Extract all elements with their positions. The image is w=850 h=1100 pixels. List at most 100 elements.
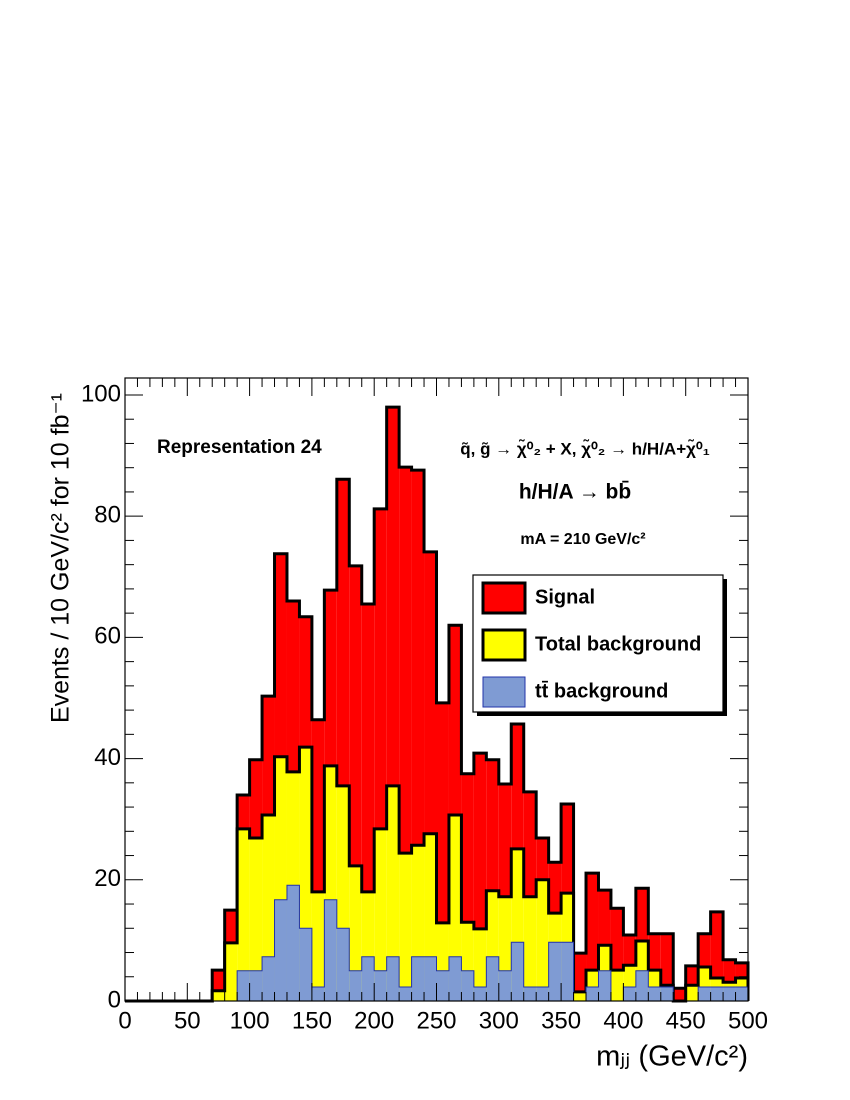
histogram-bar xyxy=(411,956,425,1001)
histogram-bar xyxy=(224,942,238,1001)
y-tick-label: 40 xyxy=(94,744,121,771)
histogram-bar xyxy=(473,987,487,1001)
histogram-bar xyxy=(262,956,275,1001)
histogram-bar xyxy=(374,970,387,1001)
histogram-bar xyxy=(735,962,748,978)
histogram-bar xyxy=(349,565,362,866)
histogram-bar xyxy=(536,879,549,1001)
histogram-bar xyxy=(498,784,512,897)
histogram-bar xyxy=(573,991,587,1001)
x-axis-label: mⱼⱼ (GeV/c²) xyxy=(596,1041,748,1073)
histogram-bar xyxy=(598,970,611,1001)
histogram-bar xyxy=(311,719,325,892)
histogram-bar xyxy=(635,970,649,1001)
histogram-bar xyxy=(336,928,350,1001)
histogram-bar xyxy=(361,604,375,892)
legend-swatch xyxy=(481,628,527,662)
histogram-bar xyxy=(448,625,462,815)
x-tick-label: 50 xyxy=(174,1007,201,1034)
histogram-bar xyxy=(212,970,225,991)
histogram-bar xyxy=(399,467,412,854)
histogram-bar xyxy=(561,942,574,1001)
histogram-bar xyxy=(586,873,599,971)
annotation: q̃, g̃ → χ̃⁰₂ + X, χ̃⁰₂ → h/H/A+χ̃⁰₁ xyxy=(460,438,710,458)
legend-label: Signal xyxy=(535,586,595,608)
histogram-bar xyxy=(436,970,449,1001)
histogram-bar xyxy=(399,987,412,1001)
histogram-bar xyxy=(399,853,412,1001)
histogram-bar xyxy=(411,470,425,846)
histogram-bar xyxy=(710,911,724,978)
x-tick-label: 150 xyxy=(292,1007,332,1034)
histogram-bar xyxy=(237,970,250,1001)
histogram-bar xyxy=(536,837,549,880)
histogram-bar xyxy=(660,933,674,986)
histogram-bar xyxy=(324,590,337,766)
histogram-bar xyxy=(386,407,400,786)
y-tick-label: 80 xyxy=(94,502,121,529)
histogram-bar xyxy=(536,987,549,1001)
histogram-bar xyxy=(523,896,537,1001)
histogram-bar xyxy=(511,724,524,849)
histogram-bar xyxy=(698,933,711,968)
legend: Signal Total background tt̄ background xyxy=(472,574,727,716)
histogram-bar xyxy=(336,479,350,786)
histogram-bar xyxy=(361,956,375,1001)
histogram-outline xyxy=(125,405,750,1003)
histogram-bar xyxy=(424,956,437,1001)
histogram-bar xyxy=(548,862,562,914)
histogram-bar xyxy=(461,970,474,1001)
histogram-bar xyxy=(523,987,537,1001)
x-tick-label: 100 xyxy=(230,1007,270,1034)
x-tick-label: 250 xyxy=(416,1007,456,1034)
x-tick-label: 0 xyxy=(118,1007,131,1034)
histogram-bar xyxy=(486,759,499,891)
histogram-bar xyxy=(448,814,462,1001)
histogram-bar xyxy=(249,759,263,838)
y-tick-label: 100 xyxy=(81,380,121,407)
histogram-bar xyxy=(424,551,437,834)
histogram-bar xyxy=(548,942,562,1001)
histogram-bar xyxy=(311,987,325,1001)
histogram-outline xyxy=(125,884,749,1002)
annotation: Representation 24 xyxy=(157,437,322,458)
legend-swatch xyxy=(481,581,527,615)
histogram-bar xyxy=(498,970,512,1001)
histogram-bar xyxy=(685,985,699,1001)
histogram-bar xyxy=(660,987,674,1001)
histogram-bar xyxy=(311,891,325,1001)
histogram-bar xyxy=(299,928,312,1001)
annotation: h/H/A → bb̄ xyxy=(519,481,631,504)
histogram-bar xyxy=(349,865,362,1001)
annotation: mA = 210 GeV/c² xyxy=(520,531,645,548)
histogram-bar xyxy=(324,899,337,1001)
histogram-bar xyxy=(286,885,300,1001)
histogram-bar xyxy=(623,934,636,966)
histogram-bar xyxy=(473,928,487,1001)
histogram-bar xyxy=(511,942,524,1001)
histogram-bar xyxy=(249,837,263,1001)
histogram-bar xyxy=(237,828,250,1001)
histogram-bar xyxy=(623,987,636,1001)
histogram-bar xyxy=(274,553,287,757)
histogram-bar xyxy=(598,890,611,946)
y-tick-label: 60 xyxy=(94,623,121,650)
histogram-bar xyxy=(648,933,661,971)
histogram-bar xyxy=(436,702,449,923)
histogram-bar xyxy=(685,965,699,986)
histogram-bar xyxy=(448,956,462,1001)
x-tick-label: 300 xyxy=(479,1007,519,1034)
histogram-bar xyxy=(461,773,474,923)
x-tick-label: 450 xyxy=(666,1007,706,1034)
histogram-bar xyxy=(710,987,724,1001)
legend-label: Total background xyxy=(535,633,701,655)
histogram-bar xyxy=(735,987,748,1001)
histogram-bar xyxy=(386,956,400,1001)
histogram-bar xyxy=(648,987,661,1001)
histogram-bar xyxy=(386,785,400,1001)
histogram-outline xyxy=(125,745,750,1003)
histogram-bar xyxy=(723,959,736,983)
histogram-bar xyxy=(635,888,649,942)
x-tick-label: 400 xyxy=(603,1007,643,1034)
histogram-bar xyxy=(299,616,312,748)
